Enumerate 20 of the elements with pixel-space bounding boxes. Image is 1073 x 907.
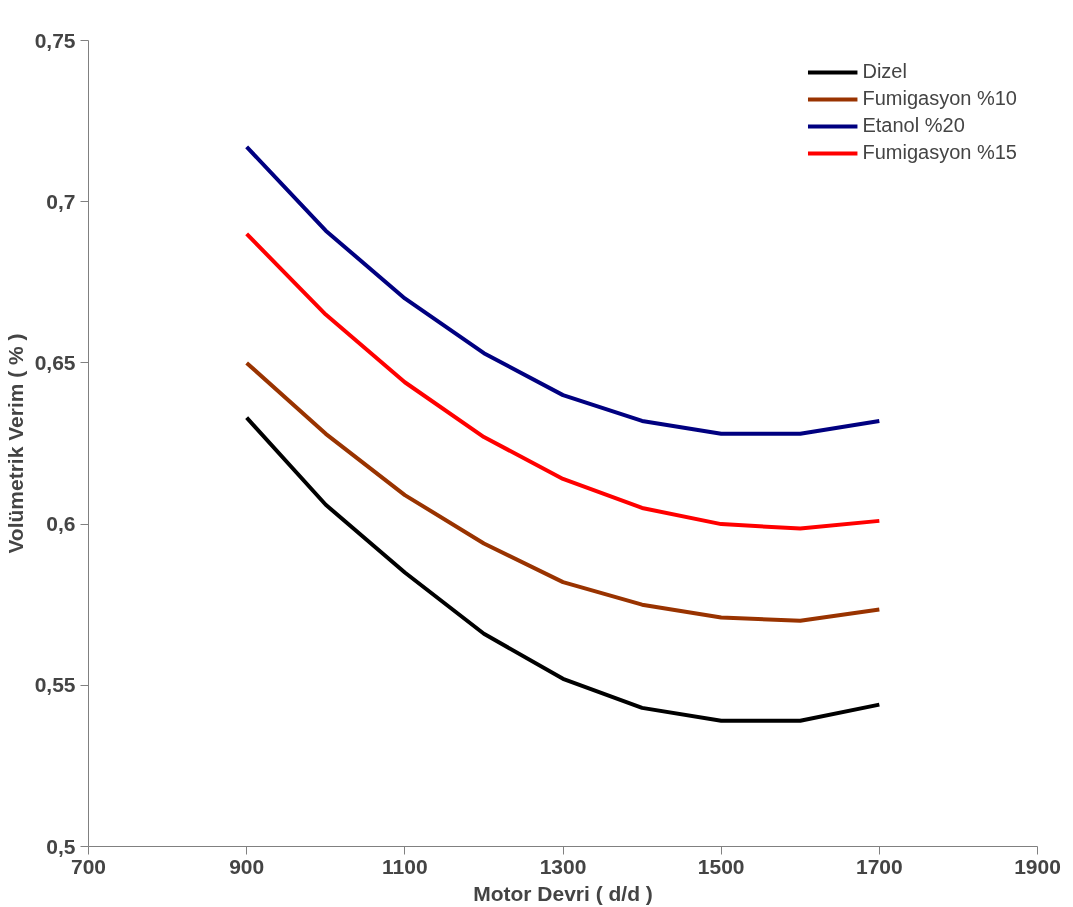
legend-label: Dizel (862, 60, 907, 83)
x-axis-title: Motor Devri ( d/d ) (473, 881, 653, 905)
x-tick-label: 1100 (382, 854, 428, 878)
x-tick-label: 1900 (1014, 854, 1061, 878)
y-tick-label: 0,55 (34, 673, 76, 697)
y-tick-label: 0,65 (34, 350, 76, 374)
x-tick-label: 900 (229, 854, 265, 878)
y-tick-label: 0,6 (46, 512, 76, 536)
y-axis-title: Volümetrik Verim ( % ) (3, 333, 27, 554)
legend-label: Etanol %20 (862, 114, 965, 137)
line-series (244, 415, 882, 723)
y-tick-label: 0,75 (34, 28, 76, 52)
y-tick-label: 0,7 (46, 189, 76, 213)
line-series (244, 360, 882, 623)
x-tick-label: 1500 (697, 854, 745, 878)
legend-label: Fumigasyon %10 (862, 87, 1017, 110)
legend-label: Fumigasyon %15 (862, 141, 1017, 164)
x-tick-label: 1700 (855, 854, 903, 878)
x-tick-label: 1300 (539, 854, 587, 878)
line-series (244, 231, 882, 531)
